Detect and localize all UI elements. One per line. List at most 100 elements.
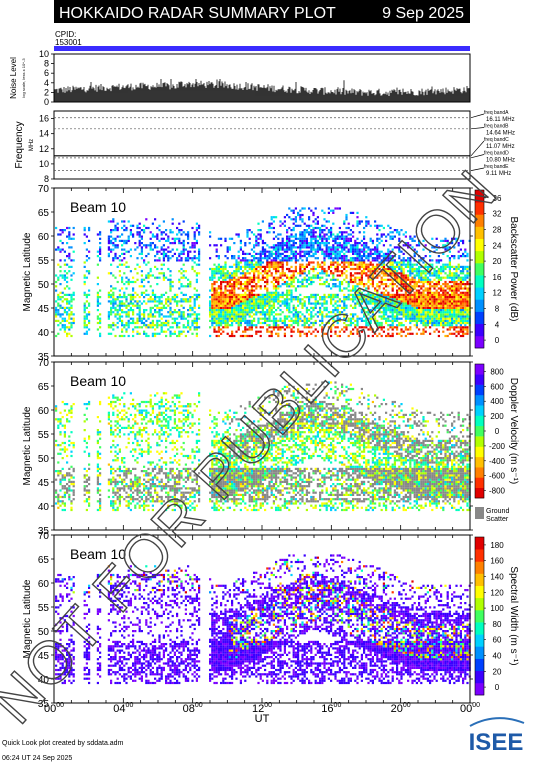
data-cell [147, 317, 150, 320]
data-cell [338, 319, 341, 322]
data-cell [233, 319, 236, 322]
data-cell [233, 311, 236, 314]
data-cell [380, 239, 383, 242]
data-cell [272, 259, 275, 262]
data-cell [376, 263, 379, 266]
data-cell [374, 293, 377, 296]
data-cell [239, 248, 242, 251]
data-cell [268, 304, 271, 307]
data-cell [63, 426, 66, 429]
data-cell [341, 270, 344, 273]
data-cell [352, 280, 355, 284]
data-cell [437, 283, 440, 286]
data-cell [233, 285, 236, 288]
data-cell [451, 239, 454, 242]
data-cell [147, 226, 150, 230]
data-cell [176, 311, 179, 314]
data-cell [110, 263, 113, 266]
data-cell [400, 287, 403, 290]
data-cell [446, 321, 449, 325]
data-cell [462, 315, 465, 318]
data-cell [332, 304, 335, 307]
data-cell [248, 324, 251, 327]
data-cell [220, 293, 223, 296]
data-cell [290, 235, 293, 238]
data-cell [314, 298, 317, 301]
data-cell [99, 237, 102, 240]
data-cell [140, 302, 143, 305]
data-cell [66, 483, 69, 486]
data-cell [429, 263, 432, 266]
data-cell [226, 332, 229, 335]
data-cell [431, 280, 434, 284]
data-cell [314, 235, 317, 238]
data-cell [215, 270, 218, 273]
data-cell [382, 302, 385, 305]
data-cell [321, 298, 324, 301]
data-cell [323, 218, 326, 221]
data-cell [389, 267, 392, 271]
data-cell [112, 321, 115, 325]
data-cell [440, 276, 443, 279]
data-cell [248, 272, 251, 275]
data-cell [288, 302, 291, 305]
data-cell [228, 315, 231, 318]
data-cell [327, 250, 330, 253]
data-cell [455, 291, 458, 294]
data-cell [149, 326, 152, 329]
data-cell [228, 283, 231, 286]
data-cell [464, 250, 467, 253]
data-cell [314, 276, 317, 279]
data-cell [303, 237, 306, 240]
data-cell [224, 300, 227, 303]
data-cell [332, 257, 335, 260]
data-cell [132, 287, 135, 290]
data-cell [63, 403, 66, 406]
data-cell [330, 293, 333, 296]
data-cell [233, 293, 236, 296]
data-cell [437, 280, 440, 284]
data-cell [239, 334, 242, 338]
data-cell [235, 261, 238, 264]
data-cell [275, 321, 278, 325]
data-cell [415, 317, 418, 320]
data-cell [325, 272, 328, 275]
data-cell [393, 270, 396, 273]
data-cell [437, 324, 440, 327]
data-cell [222, 280, 225, 284]
data-cell [316, 311, 319, 314]
data-cell [299, 255, 302, 258]
data-cell [57, 263, 60, 266]
data-cell [459, 317, 462, 320]
data-cell [402, 296, 405, 299]
data-cell [356, 296, 359, 299]
data-cell [301, 244, 304, 247]
data-cell [400, 293, 403, 296]
data-cell [356, 257, 359, 260]
data-cell [321, 272, 324, 275]
data-cell [215, 272, 218, 275]
data-cell [365, 224, 368, 227]
data-cell [411, 332, 414, 335]
data-cell [112, 296, 115, 299]
data-cell [283, 250, 286, 253]
data-cell [259, 326, 262, 329]
data-cell [453, 328, 456, 331]
data-cell [211, 283, 214, 286]
data-cell [235, 233, 238, 236]
data-cell [451, 324, 454, 327]
data-cell [222, 274, 225, 277]
data-cell [88, 257, 91, 260]
data-cell [415, 304, 418, 307]
data-cell [121, 328, 124, 331]
data-cell [110, 220, 113, 223]
data-cell [107, 326, 110, 329]
data-cell [422, 298, 425, 301]
data-cell [451, 332, 454, 335]
colorbar-tick-label: 32 [493, 210, 502, 219]
data-cell [431, 306, 434, 309]
data-cell [301, 218, 304, 221]
frequency-tick-label: 14 [39, 129, 49, 139]
data-cell [151, 293, 154, 296]
